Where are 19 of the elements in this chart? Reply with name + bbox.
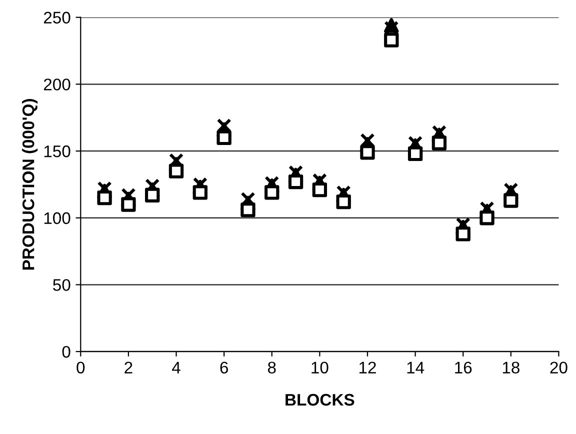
y-tick-label: 250	[44, 12, 70, 24]
x-tick-label: 14	[407, 362, 424, 374]
x-tick-label: 0	[76, 362, 85, 374]
y-tick-label: 100	[44, 212, 70, 224]
y-tick-label: 200	[44, 78, 70, 90]
x-tick-label: 4	[172, 362, 180, 374]
y-tick-label: 50	[53, 279, 70, 291]
x-tick-label: 18	[502, 362, 520, 374]
x-tick-label: 10	[312, 362, 328, 374]
x-tick-label: 6	[220, 362, 228, 374]
y-tick-label: 150	[44, 145, 70, 158]
x-tick-label: 16	[455, 362, 472, 374]
x-tick-label: 8	[268, 362, 276, 374]
y-tick-label: 0	[62, 346, 70, 358]
y-axis-title: PRODUCTION (000'Q)	[22, 99, 38, 270]
x-tick-label: 2	[124, 362, 132, 374]
x-tick-label: 20	[550, 362, 568, 374]
x-tick-label: 12	[359, 362, 376, 374]
x-axis-title: BLOCKS	[286, 394, 354, 406]
